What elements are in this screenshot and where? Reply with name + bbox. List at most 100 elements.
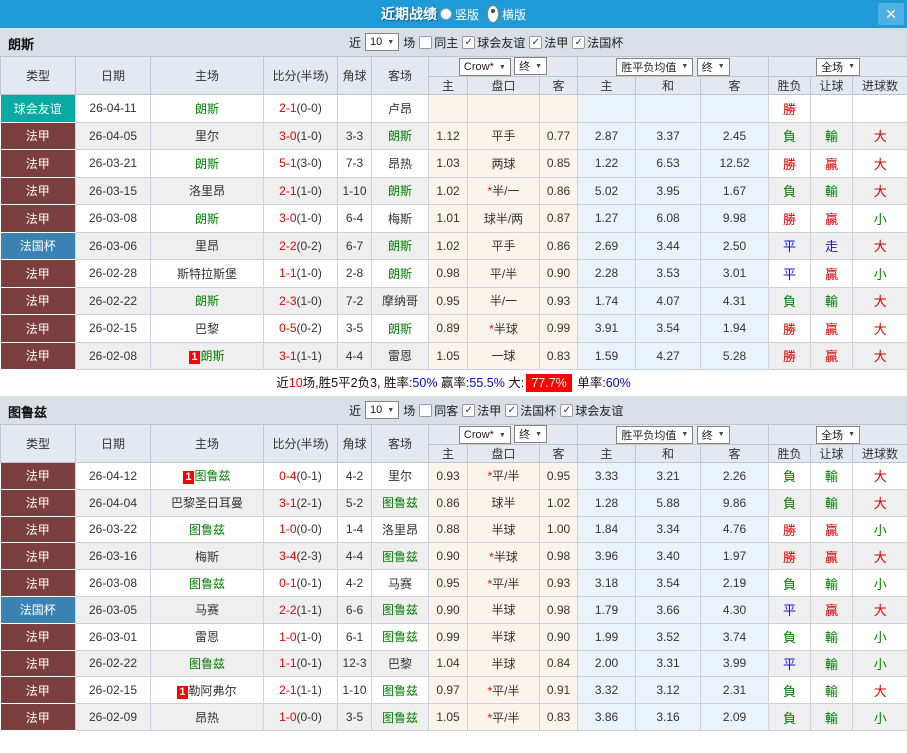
match-count-select[interactable]: 10 ▼ [365, 401, 400, 419]
home-team-cell: 梅斯 [150, 542, 264, 571]
away-team-cell: 朗斯 [371, 259, 429, 288]
filter-checkbox-同客[interactable]: 同客 [419, 402, 458, 419]
fulltime-score: 2-3 [279, 293, 297, 308]
score-cell: 1-1(0-1) [263, 649, 338, 678]
result-goals-cell: 大 [852, 462, 907, 490]
radio-horizontal-label: 横版 [502, 7, 527, 22]
away-team-cell: 雷恩 [371, 341, 429, 370]
home-team-cell: 1 勒阿弗尔 [150, 676, 264, 705]
odds-away-cell: 0.99 [538, 314, 579, 343]
bookmaker-period-select[interactable]: 终 ▼ [514, 425, 548, 443]
checkbox-checked-icon[interactable]: ✓ [529, 35, 543, 49]
filter-checkbox-法国杯[interactable]: ✓ 法国杯 [505, 402, 556, 419]
date-cell: 26-03-06 [75, 231, 151, 260]
result-glyph: 小 [873, 656, 887, 672]
filter-checkbox-法甲[interactable]: ✓ 法甲 [529, 34, 568, 51]
column-header-away: 客场 [371, 424, 429, 463]
average-select[interactable]: 胜平负均值 ▼ [616, 425, 694, 444]
avg-home-cell: 2.87 [577, 121, 637, 150]
bookmaker-select[interactable]: Crow* ▼ [458, 426, 511, 444]
league-type-cell: 法甲 [0, 462, 76, 490]
checkbox-checked-icon[interactable]: ✓ [572, 35, 586, 49]
checkbox-checked-icon[interactable]: ✓ [462, 35, 476, 49]
odds-home-cell: 0.95 [428, 286, 468, 315]
result-glyph: 負 [783, 630, 797, 646]
handicap-cell: *平/半 [467, 462, 540, 490]
odds-home-cell: 0.86 [428, 488, 468, 517]
odds-away-cell: 1.02 [538, 488, 579, 517]
chevron-down-icon: ▼ [717, 431, 725, 438]
date-cell: 26-04-04 [75, 488, 151, 517]
bookmaker-select[interactable]: Crow* ▼ [458, 58, 511, 76]
handicap-cell: 半/一 [467, 286, 540, 315]
avg-away-cell: 4.31 [700, 286, 770, 315]
checkbox-checked-icon[interactable]: ✓ [560, 403, 574, 417]
checkbox-checked-icon[interactable]: ✓ [505, 403, 519, 417]
handicap-cell: *平/半 [467, 676, 540, 705]
home-team-cell: 雷恩 [150, 622, 264, 651]
average-period-select[interactable]: 终 ▼ [696, 57, 730, 76]
halftime-score: (0-2) [296, 238, 322, 253]
result-goals-cell: 大 [852, 341, 907, 370]
home-team-cell: 洛里昂 [150, 176, 264, 205]
result-glyph: 平 [783, 239, 797, 255]
away-team-cell: 图鲁兹 [371, 488, 429, 517]
radio-horizontal-icon[interactable] [487, 5, 499, 23]
result-glyph: 負 [783, 184, 797, 200]
result-handicap-cell: 輸 [810, 488, 854, 517]
away-team-name: 朗斯 [387, 266, 412, 281]
checkbox-checked-icon[interactable]: ✓ [462, 403, 476, 417]
avg-draw-cell: 3.37 [635, 121, 702, 150]
filter-checkbox-球会友谊[interactable]: ✓ 球会友谊 [560, 402, 623, 419]
filter-checkbox-同主[interactable]: 同主 [419, 34, 458, 51]
halftime-score: (2-3) [296, 549, 322, 564]
checkbox-unchecked-icon[interactable] [419, 35, 433, 49]
bookmaker-period-select[interactable]: 终 ▼ [514, 57, 548, 75]
filter-checkbox-法甲[interactable]: ✓ 法甲 [462, 402, 501, 419]
home-team-name: 雷恩 [194, 630, 219, 645]
fullmatch-select[interactable]: 全场 ▼ [816, 57, 861, 76]
fullmatch-select[interactable]: 全场 ▼ [816, 425, 861, 444]
result-glyph: 大 [873, 156, 887, 172]
avg-away-cell: 1.94 [700, 314, 770, 343]
checkbox-unchecked-icon[interactable] [419, 403, 433, 417]
corner-cell: 6-4 [337, 204, 372, 233]
result-glyph: 負 [783, 294, 797, 310]
handicap-cell: 平手 [467, 231, 540, 260]
avg-draw-cell: 3.54 [635, 569, 702, 597]
radio-horizontal-layout[interactable]: 横版 [487, 5, 526, 23]
filter-checkbox-法国杯[interactable]: ✓ 法国杯 [572, 34, 623, 51]
avg-away-cell: 2.09 [700, 703, 770, 731]
away-team-name: 巴黎 [387, 656, 412, 671]
date-cell: 26-03-21 [75, 149, 151, 178]
result-goals-cell [852, 94, 907, 123]
result-glyph: 小 [873, 576, 887, 592]
column-header-type: 类型 [0, 56, 76, 95]
halftime-score: (1-0) [296, 183, 322, 198]
average-select[interactable]: 胜平负均值 ▼ [616, 57, 694, 76]
corner-cell: 6-6 [337, 595, 372, 624]
avg-away-cell [700, 94, 770, 123]
close-icon[interactable]: ✕ [878, 3, 904, 25]
avg-draw-cell: 3.66 [635, 595, 702, 624]
radio-vertical-icon[interactable] [439, 8, 452, 20]
result-glyph: 走 [825, 239, 839, 255]
avg-home-cell: 1.22 [577, 149, 637, 178]
average-period-select[interactable]: 终 ▼ [696, 425, 730, 444]
away-team-cell: 朗斯 [371, 314, 429, 343]
team-section: 朗斯近 10 ▼ 场同主 ✓ 球会友谊 ✓ 法甲 ✓ 法国杯 类型 日期 主场 比分(半场) 角球 客场 Cro… [0, 28, 907, 396]
odds-away-cell: 0.98 [538, 595, 579, 624]
column-header-score: 比分(半场) [263, 424, 338, 463]
handicap-value: 平/半 [492, 683, 520, 698]
date-cell: 26-04-12 [75, 462, 151, 490]
result-wdl-cell: 勝 [768, 204, 812, 233]
home-team-cell: 图鲁兹 [150, 569, 264, 597]
away-team-cell: 马赛 [371, 569, 429, 597]
halftime-score: (1-0) [296, 211, 322, 226]
halftime-score: (1-1) [296, 602, 322, 617]
bookmaker-header-group: Crow* ▼ 终 ▼ [427, 56, 579, 77]
match-count-select[interactable]: 10 ▼ [365, 33, 400, 51]
radio-vertical-layout[interactable]: 竖版 [439, 6, 479, 23]
league-type-cell: 法甲 [0, 121, 76, 150]
filter-checkbox-球会友谊[interactable]: ✓ 球会友谊 [462, 34, 525, 51]
